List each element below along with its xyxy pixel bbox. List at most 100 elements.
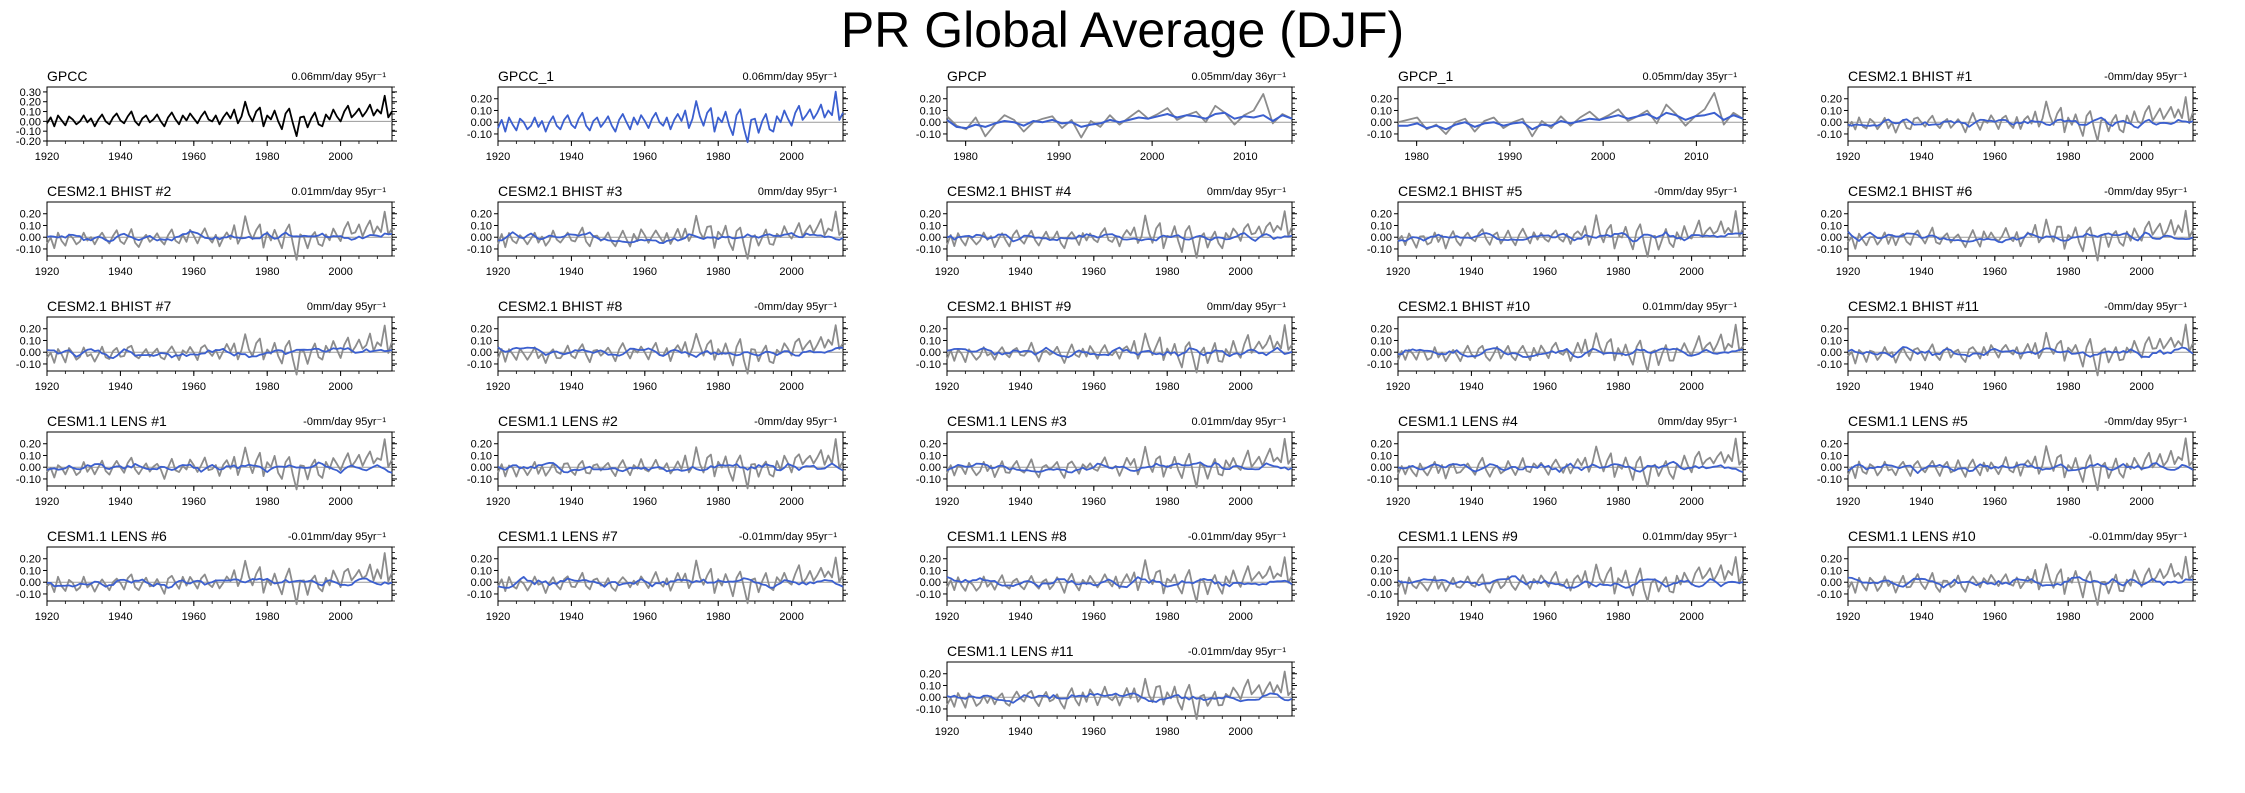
panel-title: GPCP_1	[1398, 68, 1453, 84]
y-tick-label: -0.10	[1817, 129, 1842, 141]
series-line-gray	[46, 210, 393, 261]
x-tick-label: 1960	[182, 496, 206, 508]
y-tick-label: 0.00	[471, 577, 492, 589]
x-tick-label: 1920	[935, 496, 959, 508]
x-tick-label: 1920	[1836, 151, 1860, 163]
x-tick-label: 1980	[1155, 381, 1179, 393]
series-line-blue	[1397, 231, 1744, 243]
x-tick-label: 1960	[1082, 611, 1106, 623]
y-tick-label: -0.10	[1367, 129, 1392, 141]
panel-trend-annotation: -0mm/day 95yr⁻¹	[2104, 416, 2187, 428]
x-tick-label: 2000	[1228, 381, 1252, 393]
plot-frame	[1397, 201, 1744, 257]
x-tick-label: 1940	[1008, 726, 1032, 738]
x-tick-label: 1960	[182, 381, 206, 393]
y-tick-label: 0.00	[1371, 117, 1392, 129]
y-tick-label: -0.10	[467, 359, 492, 371]
x-tick-label: 1990	[1047, 151, 1071, 163]
y-tick-label: 0.10	[471, 105, 492, 117]
series-line-blue	[946, 346, 1293, 359]
x-tick-label: 1940	[108, 381, 132, 393]
x-tick-label: 1960	[182, 266, 206, 278]
x-tick-label: 1920	[35, 266, 59, 278]
panel-8: CESM2.1 BHIST #5 -0mm/day 95yr⁻¹ 0.200.100…	[1367, 183, 1748, 278]
x-tick-label: 1960	[1533, 266, 1557, 278]
series-line-blue	[46, 230, 393, 243]
panel-15: CESM1.1 LENS #1 -0mm/day 95yr⁻¹ 0.200.100.…	[16, 413, 397, 508]
y-tick-label: 0.10	[920, 335, 941, 347]
x-tick-label: 1980	[1155, 266, 1179, 278]
x-tick-label: 2000	[2129, 381, 2153, 393]
series-line-blue	[498, 231, 844, 245]
x-tick-label: 1920	[1386, 381, 1410, 393]
panel-trend-annotation: 0mm/day 95yr⁻¹	[1207, 186, 1286, 198]
panel-trend-annotation: 0.05mm/day 35yr⁻¹	[1643, 71, 1738, 83]
panel-title: CESM1.1 LENS #4	[1398, 413, 1518, 429]
series-line-blue	[46, 461, 393, 474]
panel-trend-annotation: 0mm/day 95yr⁻¹	[307, 301, 386, 313]
x-tick-label: 1920	[486, 151, 510, 163]
y-tick-label: -0.10	[1367, 244, 1392, 256]
panel-6: CESM2.1 BHIST #3 0mm/day 95yr⁻¹ 0.200.100.…	[467, 183, 848, 278]
series-line-blue	[1847, 462, 2194, 475]
x-tick-label: 1940	[1909, 381, 1933, 393]
panel-trend-annotation: 0mm/day 95yr⁻¹	[1207, 301, 1286, 313]
series-line-blue	[1847, 116, 2194, 129]
y-tick-label: 0.20	[920, 439, 941, 451]
x-tick-label: 1980	[2056, 381, 2080, 393]
y-tick-label: 0.10	[1371, 565, 1392, 577]
x-tick-label: 2000	[779, 266, 803, 278]
y-tick-label: 0.10	[1821, 565, 1842, 577]
x-tick-label: 2010	[1233, 151, 1257, 163]
y-tick-label: 0.20	[20, 324, 41, 336]
series-line-gray	[1397, 92, 1744, 138]
y-tick-label: 0.20	[920, 554, 941, 566]
x-tick-label: 2000	[1228, 726, 1252, 738]
panel-24: CESM1.1 LENS #10 -0.01mm/day 95yr⁻¹0.200.…	[1817, 528, 2198, 623]
y-tick-label: 0.10	[471, 565, 492, 577]
series-line-gray	[946, 437, 1293, 489]
plot-frame	[46, 86, 393, 142]
y-tick-label: 0.00	[20, 462, 41, 474]
y-tick-label: -0.10	[916, 704, 941, 716]
x-tick-label: 2000	[328, 151, 352, 163]
series-line-blue	[946, 692, 1293, 704]
x-tick-label: 2000	[2129, 151, 2153, 163]
x-tick-label: 1980	[255, 381, 279, 393]
y-tick-label: 0.00	[471, 347, 492, 359]
series-line-gray	[946, 93, 1293, 139]
x-tick-label: 1960	[633, 496, 657, 508]
y-tick-label: 0.20	[471, 439, 492, 451]
y-tick-label: 0.10	[920, 220, 941, 232]
y-tick-label: 0.10	[1371, 450, 1392, 462]
series-line-blue	[46, 347, 393, 360]
panel-4: CESM2.1 BHIST #1 -0mm/day 95yr⁻¹ 0.200.100…	[1817, 68, 2198, 163]
series-line-blue	[946, 461, 1293, 474]
x-tick-label: 1940	[559, 496, 583, 508]
x-tick-label: 1940	[108, 611, 132, 623]
x-tick-label: 1960	[1533, 381, 1557, 393]
series-line-gray	[46, 552, 393, 606]
x-tick-label: 2000	[1140, 151, 1164, 163]
panel-3: GPCP_1 0.05mm/day 35yr⁻¹ 0.200.100.00-0.10…	[1367, 68, 1748, 163]
panel-5: CESM2.1 BHIST #2 0.01mm/day 95yr⁻¹ 0.200.1…	[16, 183, 397, 278]
x-tick-label: 1980	[706, 266, 730, 278]
y-tick-label: -0.10	[16, 589, 41, 601]
series-line-gray	[497, 438, 844, 490]
panel-trend-annotation: -0mm/day 95yr⁻¹	[1654, 186, 1737, 198]
y-tick-label: -0.10	[916, 359, 941, 371]
y-tick-label: -0.10	[16, 126, 41, 138]
plot-frame	[1847, 431, 2194, 487]
x-tick-label: 1980	[2056, 496, 2080, 508]
y-tick-label: 0.20	[1821, 439, 1842, 451]
y-tick-label: -0.10	[16, 359, 41, 371]
y-tick-label: 0.00	[920, 117, 941, 129]
y-tick-label: -0.10	[1367, 589, 1392, 601]
series-line-blue	[1398, 111, 1744, 131]
y-tick-label: 0.20	[1371, 554, 1392, 566]
y-tick-label: 0.10	[920, 680, 941, 692]
y-tick-label: 0.20	[20, 554, 41, 566]
x-tick-label: 1980	[706, 381, 730, 393]
y-tick-label: -0.10	[467, 589, 492, 601]
